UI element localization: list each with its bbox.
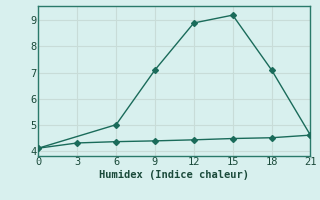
X-axis label: Humidex (Indice chaleur): Humidex (Indice chaleur) bbox=[100, 170, 249, 180]
